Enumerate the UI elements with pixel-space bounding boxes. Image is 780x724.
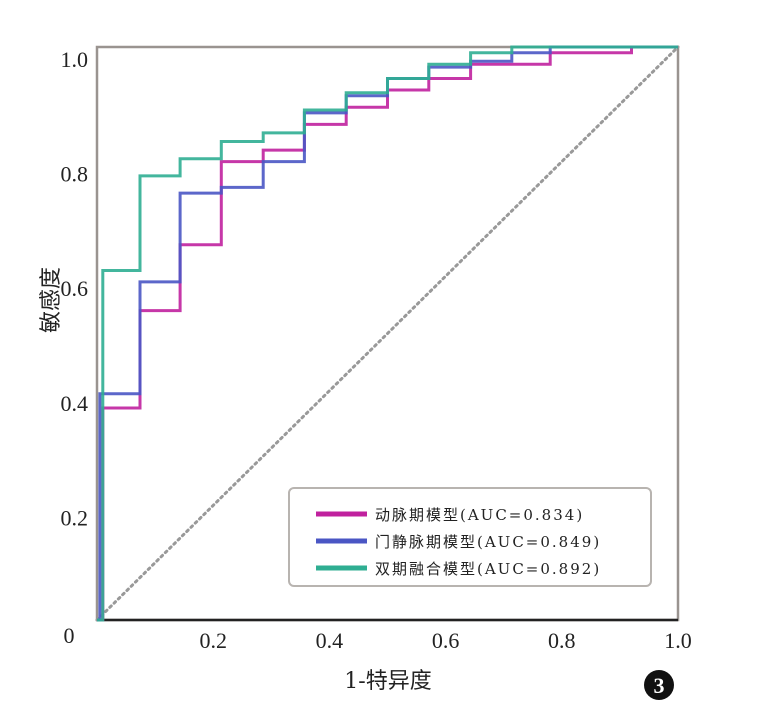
x-tick-label: 1.0 (664, 628, 692, 653)
x-tick-label: 0.6 (432, 628, 460, 653)
roc-curve-series-2 (97, 45, 678, 622)
y-tick-label: 1.0 (61, 47, 89, 72)
legend-box (288, 487, 652, 587)
roc-curve-series-3 (97, 45, 678, 622)
legend-label: 双期融合模型(AUC=0.892) (375, 560, 601, 578)
reference-diagonal-line (95, 45, 680, 622)
y-tick-label: 0.8 (61, 162, 89, 187)
legend-label: 动脉期模型(AUC=0.834) (375, 506, 584, 524)
x-axis-label: 1-特异度 (344, 669, 431, 694)
y-tick-label: 0.2 (61, 505, 89, 530)
x-tick-label: 0.8 (548, 628, 576, 653)
legend: 动脉期模型(AUC=0.834) 门静脉期模型(AUC=0.849) 双期融合模型(… (288, 487, 652, 587)
panel-label-text: 3 (654, 673, 665, 698)
x-tick-label: 0.2 (199, 628, 227, 653)
y-axis-label: 敏感度 (39, 267, 64, 333)
roc-curve-series-1 (97, 45, 678, 622)
y-tick-label: 0.4 (61, 391, 89, 416)
legend-label: 门静脉期模型(AUC=0.849) (375, 533, 601, 551)
x-tick-label: 0 (64, 623, 75, 648)
panel-label-badge: 3 (644, 670, 674, 700)
y-tick-label: 0.6 (61, 276, 89, 301)
x-tick-label: 0.4 (316, 628, 344, 653)
